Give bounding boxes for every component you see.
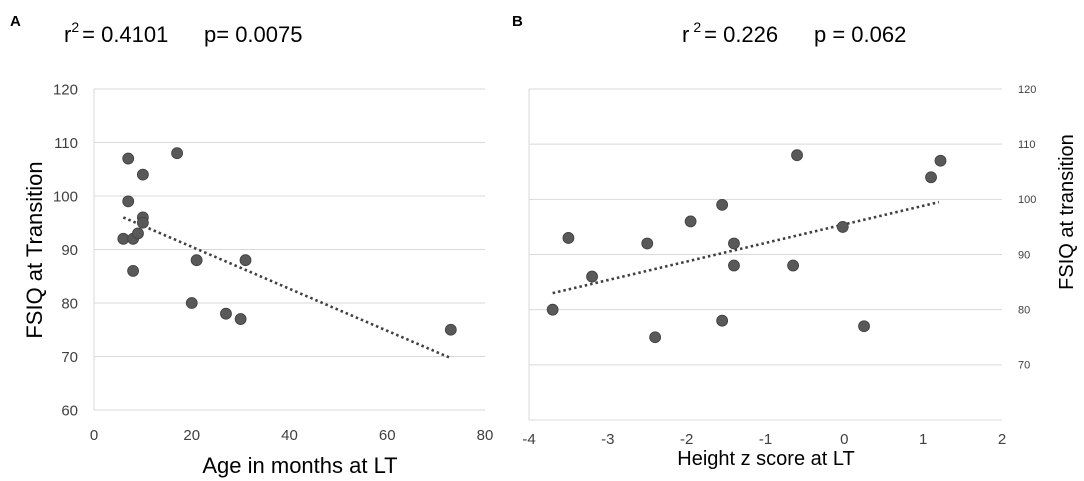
panel-b-y-tick-label: 80 [1018,305,1030,317]
panel-a-y-tick-label: 80 [61,295,78,312]
panel-a-data-point [132,227,144,240]
panel-a-y-tick-label: 120 [53,81,78,98]
panel-b-p-value: p = 0.062 [814,22,906,47]
panel-b-trendline-group [552,200,940,295]
panel-a-data-point [136,216,149,229]
panel-b-data-point [716,314,729,327]
panel-a-data-point [122,152,135,165]
panel-b-x-ticks: -4 -3 -2 -1 0 1 2 [522,431,1006,448]
panel-b-x-tick-label: 2 [998,431,1006,448]
panel-b: B r 2 = 0.226 p = 0.062 FSIQ at transition… [512,13,1078,470]
panel-a-data-point [185,297,198,309]
panel-a-data-point [190,254,203,267]
panel-a: A r2 = 0.4101 p= 0.0075 FSIQ at Transitio… [10,13,493,478]
panel-b-data-point [836,221,849,233]
panel-a-r2: r2 = 0.4101 [64,19,168,47]
panel-b-data-point [728,259,740,272]
panel-b-data-point [858,320,870,333]
panel-b-y-tick-label: 100 [1018,194,1036,206]
panel-b-trendline [552,200,940,295]
panel-a-points [117,147,457,336]
panel-a-x-tick-label: 80 [477,427,494,444]
panel-b-y-tick-label: 70 [1018,360,1030,372]
panel-b-data-point [925,171,937,184]
panel-b-points [546,149,947,344]
panel-b-data-point [649,331,662,344]
panel-a-y-tick-label: 90 [61,242,78,259]
panel-a-data-point [127,264,140,277]
panel-a-gridlines [93,88,485,411]
panel-b-x-tick-label: -1 [759,431,772,448]
panel-b-data-point [546,303,559,316]
panel-b-data-point [641,237,654,250]
panel-a-x-tick-label: 0 [90,427,98,444]
panel-a-x-tick-label: 60 [379,427,396,444]
panel-a-x-axis-label: Age in months at LT [202,453,397,478]
panel-b-data-point [728,237,740,250]
panel-a-data-point [136,168,149,181]
panel-a-y-ticks: 60 70 80 90 100 110 120 [53,81,78,419]
panel-a-data-point [117,232,130,245]
panel-b-x-tick-label: -3 [601,431,614,448]
panel-a-y-axis-label: FSIQ at Transition [22,161,47,338]
panel-b-y-tick-label: 120 [1018,84,1036,96]
panel-b-x-tick-label: -4 [522,431,535,448]
panel-b-data-point [586,270,598,283]
panel-a-trendline [122,216,452,360]
panel-a-data-point [234,313,247,325]
panel-a-x-ticks: 0 20 40 60 80 [90,427,494,444]
panel-a-data-point [220,307,232,320]
panel-b-x-tick-label: 0 [840,431,848,448]
panel-b-letter: B [512,13,523,30]
panel-a-y-tick-label: 110 [54,135,78,152]
panel-a-trendline-group [122,216,452,360]
panel-b-data-point [787,259,799,272]
panel-a-data-point [444,323,457,336]
panel-b-y-ticks: 70 80 90 100 110 120 [1018,84,1036,372]
panel-b-gridlines [528,88,1002,421]
panel-a-y-tick-label: 60 [61,402,78,419]
panel-a-data-point [122,195,135,208]
panel-a-data-point [171,147,183,160]
panel-a-x-tick-label: 40 [281,427,298,444]
panel-b-data-point [562,232,575,244]
panel-b-data-point [934,154,947,167]
panel-a-y-tick-label: 100 [53,188,78,205]
panel-b-r2: r 2 = 0.226 [682,19,778,47]
panel-b-data-point [791,149,803,162]
panel-a-letter: A [10,13,21,30]
panel-b-y-tick-label: 110 [1018,139,1036,151]
panel-b-x-axis-label: Height z score at LT [677,448,854,470]
panel-b-y-tick-label: 90 [1018,249,1030,261]
panel-b-y-axis-label: FSIQ at transition [1056,134,1078,290]
panel-a-data-point [239,254,252,267]
panel-b-x-tick-label: -2 [680,431,693,448]
panel-a-x-tick-label: 20 [183,427,200,444]
panel-b-x-tick-label: 1 [919,431,927,448]
panel-b-data-point [716,198,729,211]
panel-a-p-value: p= 0.0075 [204,22,302,47]
panel-b-data-point [684,215,697,228]
panel-a-y-tick-label: 70 [61,349,78,366]
